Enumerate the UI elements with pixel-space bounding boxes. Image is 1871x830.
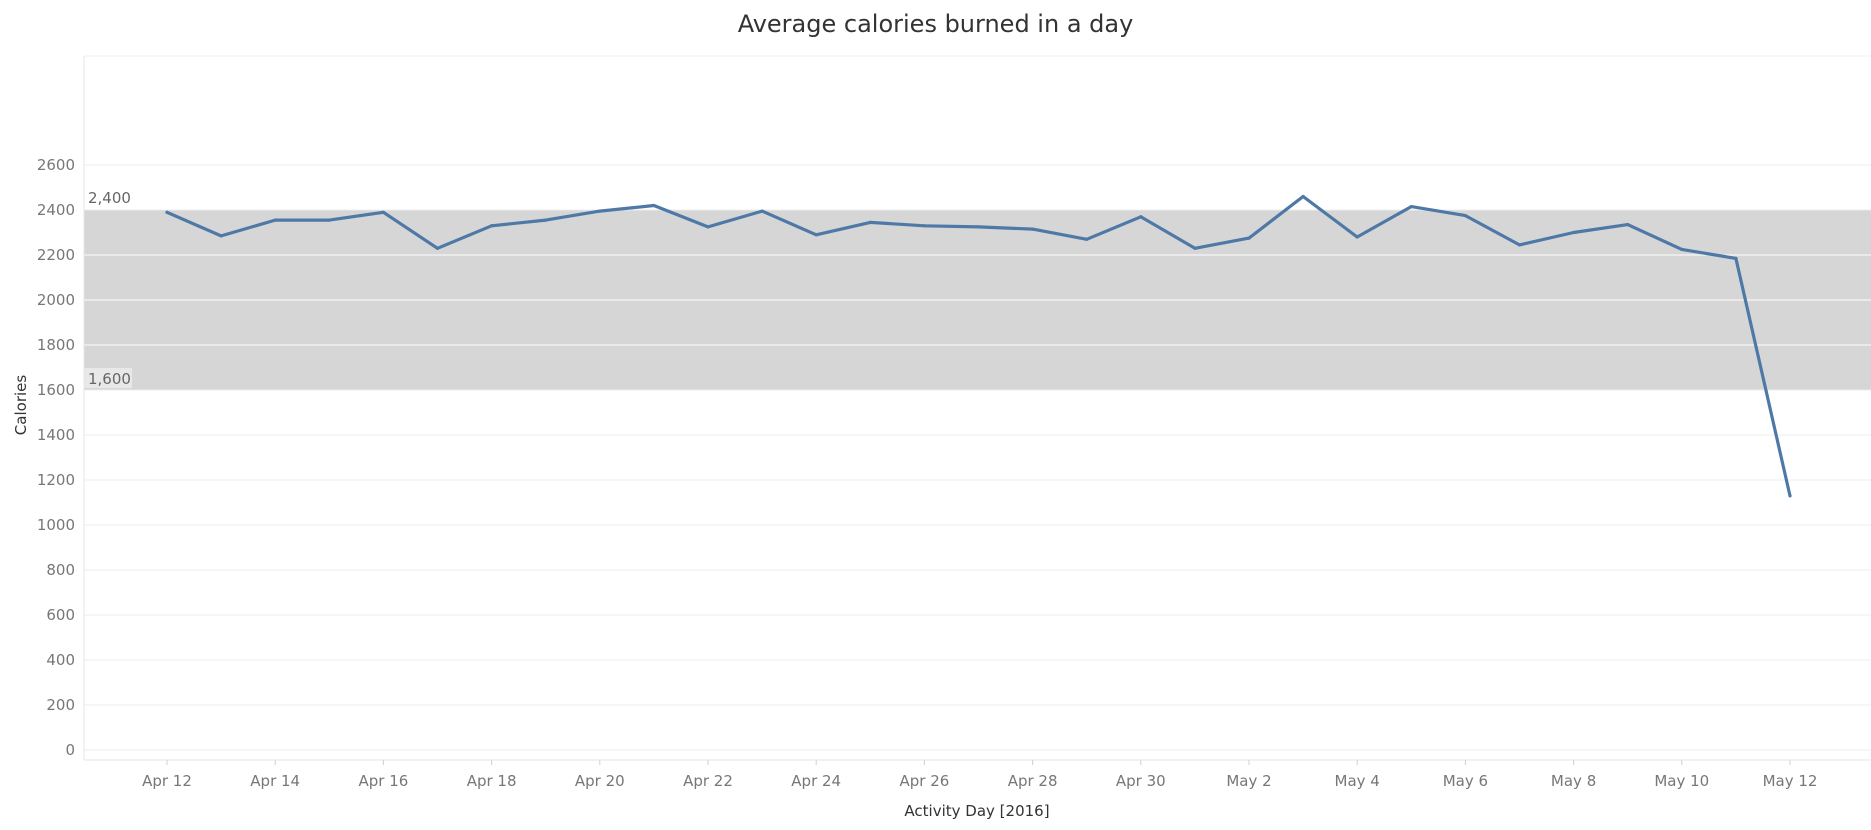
y-tick-layer: 0 200 400 600 800 1000 1200 1400 1600 1800 2000 220… — [37, 156, 75, 759]
x-tick-label: Apr 30 — [1116, 772, 1166, 790]
y-tick-label: 2600 — [37, 156, 75, 174]
x-tick-label: May 6 — [1443, 772, 1488, 790]
data-point[interactable] — [976, 225, 981, 229]
x-tick-label: Apr 28 — [1008, 772, 1058, 790]
x-tick-label: May 12 — [1763, 772, 1818, 790]
data-point[interactable] — [598, 209, 602, 213]
data-point[interactable] — [219, 234, 223, 238]
data-point[interactable] — [814, 233, 818, 237]
data-point[interactable] — [652, 203, 656, 208]
x-tick-label: Apr 20 — [575, 772, 625, 790]
x-tick-label: Apr 22 — [683, 772, 733, 790]
y-axis-label: Calories — [12, 375, 30, 436]
data-point[interactable] — [490, 224, 494, 228]
data-point[interactable] — [1355, 235, 1359, 239]
x-tick-label: May 10 — [1654, 772, 1709, 790]
data-point[interactable] — [1247, 236, 1251, 240]
x-tick-label: May 8 — [1551, 772, 1596, 790]
data-point[interactable] — [1193, 246, 1197, 250]
data-point[interactable] — [1517, 243, 1522, 247]
data-point[interactable] — [1572, 230, 1576, 235]
data-point[interactable] — [760, 209, 764, 213]
y-tick-label: 1600 — [37, 381, 75, 399]
data-point[interactable] — [165, 210, 169, 214]
x-tick-label: Apr 26 — [899, 772, 949, 790]
data-point[interactable] — [1139, 215, 1143, 219]
data-point[interactable] — [868, 220, 872, 224]
y-tick-label: 0 — [65, 741, 75, 759]
x-tick-label: May 2 — [1226, 772, 1271, 790]
data-point[interactable] — [1734, 256, 1738, 260]
data-point[interactable] — [1085, 237, 1089, 241]
series-layer — [165, 194, 1792, 498]
band-low-label-bg — [84, 368, 132, 388]
x-tick-label: May 4 — [1335, 772, 1380, 790]
data-point[interactable] — [1031, 227, 1035, 231]
band-high-label: 2,400 — [88, 189, 131, 207]
data-point[interactable] — [1626, 223, 1630, 227]
y-tick-label: 800 — [46, 561, 75, 579]
data-point[interactable] — [1301, 194, 1305, 199]
x-tick-label: Apr 12 — [142, 772, 192, 790]
x-tick-label: Apr 16 — [358, 772, 408, 790]
x-tick-layer: Apr 12 Apr 14 Apr 16 Apr 18 Apr 20 Apr 22 Apr … — [142, 760, 1817, 790]
data-point[interactable] — [1788, 494, 1792, 498]
data-point[interactable] — [706, 225, 710, 229]
data-point[interactable] — [1680, 247, 1684, 251]
data-point[interactable] — [1409, 205, 1413, 209]
y-tick-label: 1200 — [37, 471, 75, 489]
reference-band-layer: 2,400 1,600 — [84, 189, 1871, 390]
y-tick-label: 2400 — [37, 201, 75, 219]
data-point[interactable] — [1463, 214, 1467, 218]
data-point[interactable] — [273, 218, 277, 222]
chart-title: Average calories burned in a day — [737, 10, 1134, 38]
band-low-label: 1,600 — [88, 370, 131, 388]
y-tick-label: 200 — [46, 696, 75, 714]
x-tick-label: Apr 18 — [467, 772, 517, 790]
y-tick-label: 1000 — [37, 516, 75, 534]
x-tick-label: Apr 24 — [791, 772, 841, 790]
data-point[interactable] — [544, 218, 548, 222]
data-point[interactable] — [922, 224, 927, 228]
y-tick-label: 1400 — [37, 426, 75, 444]
data-point[interactable] — [381, 210, 385, 214]
data-point[interactable] — [435, 246, 440, 250]
y-tick-label: 1800 — [37, 336, 75, 354]
data-point[interactable] — [327, 218, 331, 222]
x-tick-label: Apr 14 — [250, 772, 300, 790]
y-tick-label: 2000 — [37, 291, 75, 309]
y-tick-label: 2200 — [37, 246, 75, 264]
y-tick-label: 400 — [46, 651, 75, 669]
y-tick-label: 600 — [46, 606, 75, 624]
x-axis-label: Activity Day [2016] — [904, 802, 1049, 820]
grid-layer — [83, 55, 1871, 761]
